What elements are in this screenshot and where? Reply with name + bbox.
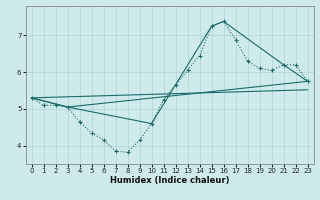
X-axis label: Humidex (Indice chaleur): Humidex (Indice chaleur) <box>110 176 229 185</box>
